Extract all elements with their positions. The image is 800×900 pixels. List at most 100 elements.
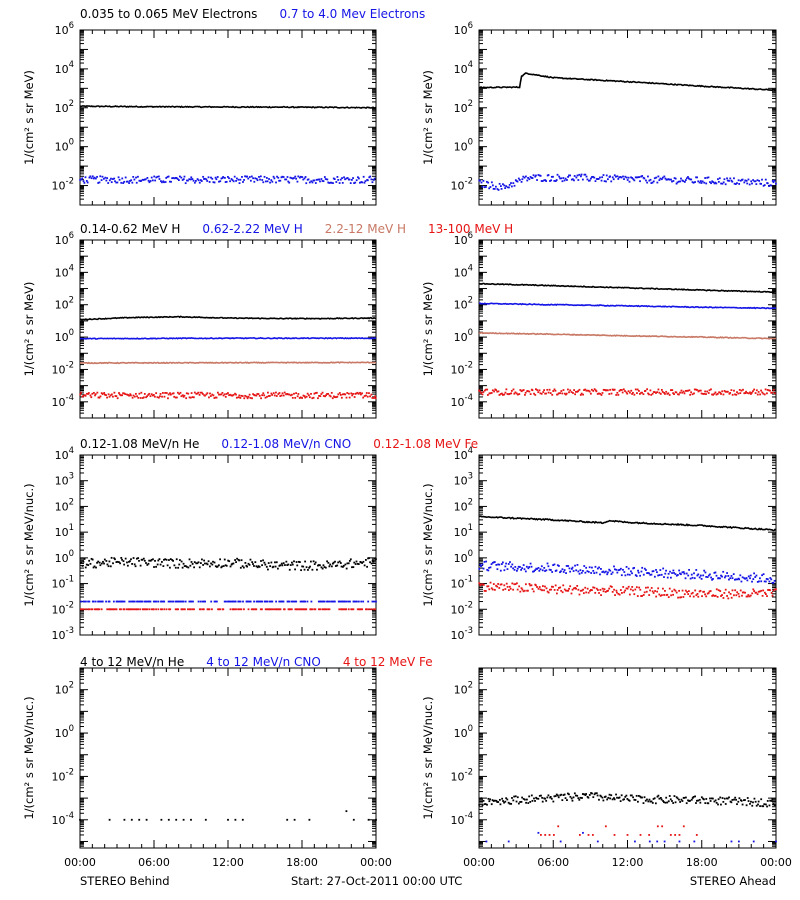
data-point: [510, 389, 513, 392]
data-point: [212, 560, 214, 563]
y-tick-exponent: -4: [66, 393, 74, 403]
data-point: [287, 563, 290, 566]
data-point: [127, 394, 129, 396]
data-point: [146, 564, 149, 566]
data-point: [559, 794, 562, 797]
data-point: [602, 388, 605, 391]
data-point: [225, 564, 228, 567]
data-point: [671, 800, 673, 802]
data-point: [98, 600, 101, 603]
data-point: [510, 185, 513, 188]
data-point: [756, 593, 759, 596]
data-point: [103, 558, 106, 561]
data-point: [79, 178, 82, 181]
data-point: [507, 589, 510, 592]
data-point: [310, 392, 312, 395]
data-point: [569, 795, 572, 798]
data-point: [273, 608, 276, 611]
data-point: [171, 177, 174, 180]
data-point: [354, 392, 357, 395]
data-point: [146, 608, 149, 611]
data-point: [506, 798, 509, 801]
data-point: [297, 608, 300, 611]
data-point: [586, 178, 589, 181]
data-point: [126, 564, 129, 567]
data-point: [179, 559, 181, 561]
data-point: [687, 176, 689, 178]
data-point: [671, 572, 673, 574]
data-point: [592, 389, 595, 392]
data-point: [741, 803, 744, 806]
data-point: [525, 565, 528, 568]
data-point: [613, 797, 615, 800]
data-point: [331, 600, 334, 603]
data-point: [600, 594, 602, 597]
data-point: [322, 395, 325, 397]
data-point: [513, 184, 516, 187]
data-point: [138, 818, 141, 821]
data-point: [243, 179, 245, 181]
data-point: [588, 179, 591, 182]
data-point: [590, 792, 592, 794]
data-point: [246, 600, 249, 603]
data-point: [247, 395, 250, 398]
data-point: [760, 389, 762, 392]
data-point: [738, 183, 741, 185]
y-tick-base: 10: [451, 814, 465, 827]
data-point: [675, 591, 678, 594]
data-point: [275, 395, 278, 397]
data-point: [775, 840, 777, 843]
data-point: [755, 591, 758, 594]
data-point: [528, 566, 531, 568]
series-4-to-12-mev-n-he: [79, 810, 377, 821]
data-point: [173, 564, 176, 567]
data-point: [726, 179, 729, 182]
data-point: [631, 572, 633, 575]
data-point: [279, 564, 282, 567]
data-point: [616, 591, 618, 594]
data-point: [652, 180, 655, 183]
data-point: [484, 590, 487, 592]
y-tick-label: 106: [454, 21, 473, 37]
data-point: [649, 178, 652, 181]
data-point: [319, 180, 321, 183]
data-point: [655, 595, 658, 598]
data-point: [614, 594, 616, 597]
data-point: [142, 178, 145, 181]
y-tick-exponent: 0: [468, 138, 473, 148]
data-point: [581, 797, 583, 799]
data-point: [639, 180, 641, 183]
data-point: [669, 570, 671, 573]
data-point: [663, 801, 665, 804]
data-point: [200, 180, 203, 182]
data-point: [219, 558, 222, 561]
data-point: [123, 392, 126, 395]
data-point: [499, 583, 502, 586]
data-point: [622, 568, 624, 571]
data-point: [108, 600, 111, 603]
data-point: [556, 794, 559, 797]
data-point: [343, 600, 345, 603]
data-point: [349, 182, 352, 185]
data-point: [690, 592, 693, 595]
data-point: [148, 608, 151, 611]
data-point: [753, 572, 756, 575]
data-point: [649, 389, 652, 392]
data-point: [326, 560, 328, 563]
data-point: [562, 389, 565, 391]
data-point: [489, 186, 492, 188]
data-point: [696, 593, 699, 595]
data-point: [281, 564, 284, 567]
data-point: [360, 608, 362, 611]
data-point: [289, 564, 292, 566]
data-point: [567, 792, 569, 795]
data-point: [370, 393, 373, 396]
data-point: [633, 593, 636, 596]
y-tick-exponent: -2: [66, 360, 74, 370]
y-tick-base: 10: [52, 578, 66, 591]
data-point: [480, 565, 482, 568]
data-point: [775, 588, 777, 591]
data-point: [590, 388, 593, 391]
data-point: [134, 392, 137, 395]
data-point: [365, 608, 367, 611]
